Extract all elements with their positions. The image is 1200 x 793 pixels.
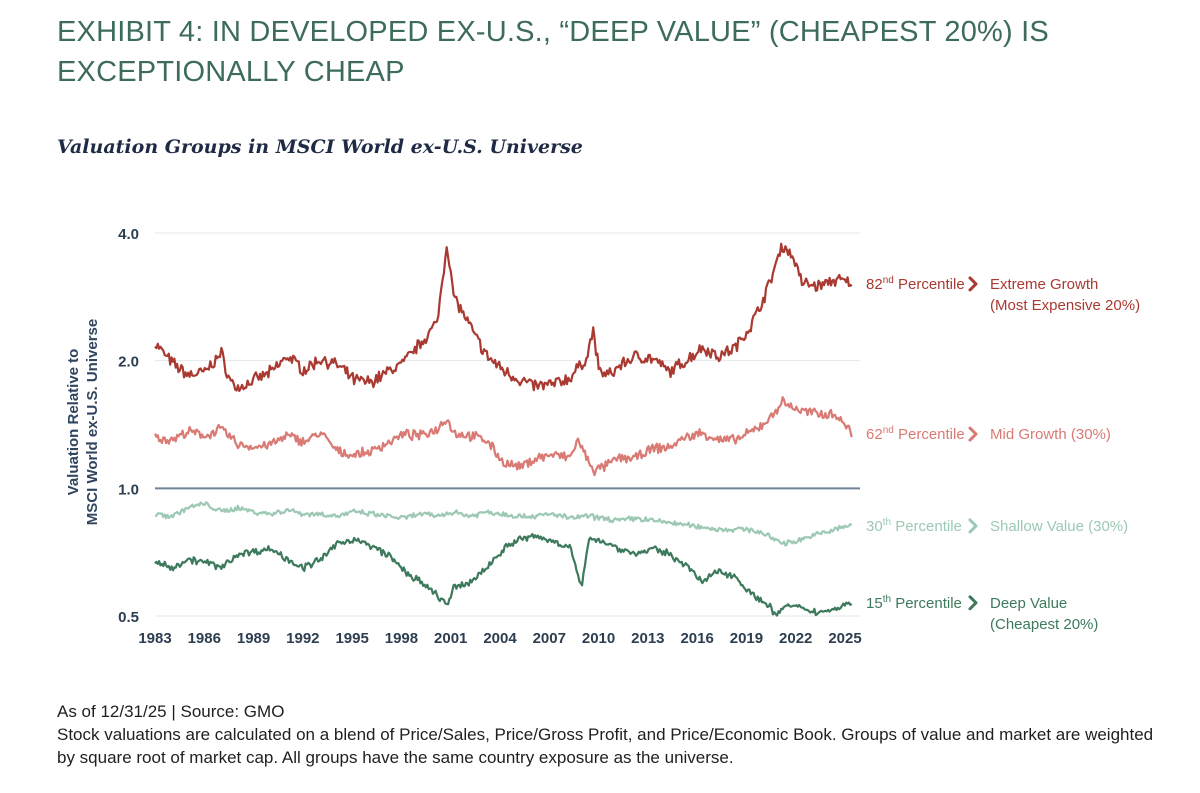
x-tick-label: 2016 bbox=[680, 630, 713, 647]
x-tick-label: 1986 bbox=[188, 630, 221, 647]
x-tick-label: 1998 bbox=[385, 630, 418, 647]
x-tick-label: 1992 bbox=[286, 630, 319, 647]
series-line-deep-value bbox=[154, 533, 853, 617]
x-tick-label: 1995 bbox=[335, 630, 368, 647]
y-tick-label: 2.0 bbox=[118, 354, 139, 371]
source-line: As of 12/31/25 | Source: GMO bbox=[57, 702, 285, 721]
chevron-right-icon bbox=[968, 276, 978, 292]
series-line-extreme-growth bbox=[154, 242, 853, 393]
x-tick-label: 2010 bbox=[582, 630, 615, 647]
x-tick-label: 2025 bbox=[828, 630, 861, 647]
y-tick-label: 1.0 bbox=[118, 481, 139, 498]
percentile-label: 15th Percentile bbox=[866, 594, 962, 612]
x-tick-label: 2019 bbox=[730, 630, 763, 647]
chart-subtitle: Valuation Groups in MSCI World ex-U.S. U… bbox=[57, 136, 583, 158]
chevron-right-icon bbox=[968, 426, 978, 442]
valuation-chart: 4.0 2.0 1.0 0.5 1983 1986 1989 1992 1995 1998 2001… bbox=[65, 226, 1140, 647]
series-label: Shallow Value (30%) bbox=[990, 518, 1128, 535]
series-label: Deep Value bbox=[990, 595, 1067, 612]
y-tick-label: 4.0 bbox=[118, 226, 139, 243]
x-tick-label: 1989 bbox=[237, 630, 270, 647]
series-label: Mid Growth (30%) bbox=[990, 426, 1111, 443]
y-tick-label: 0.5 bbox=[118, 609, 139, 626]
series-label: Extreme Growth bbox=[990, 276, 1098, 293]
methodology-note: Stock valuations are calculated on a ble… bbox=[57, 725, 1154, 767]
y-axis-title-line: MSCI World ex-U.S. Universe bbox=[84, 319, 101, 525]
chevron-right-icon bbox=[968, 595, 978, 611]
percentile-label: 82nd Percentile bbox=[866, 275, 965, 293]
x-tick-label: 2007 bbox=[533, 630, 566, 647]
x-tick-label: 1983 bbox=[138, 630, 171, 647]
chevron-right-icon bbox=[968, 518, 978, 534]
series-label: (Most Expensive 20%) bbox=[990, 297, 1140, 314]
series-label: (Cheapest 20%) bbox=[990, 616, 1098, 633]
exhibit-title: EXHIBIT 4: IN DEVELOPED EX-U.S., “DEEP V… bbox=[57, 16, 1049, 88]
y-axis-title: Valuation Relative to MSCI World ex-U.S. … bbox=[65, 319, 101, 525]
x-tick-label: 2022 bbox=[779, 630, 812, 647]
x-tick-label: 2001 bbox=[434, 630, 467, 647]
footnote: As of 12/31/25 | Source: GMO Stock valua… bbox=[57, 700, 1167, 769]
percentile-label: 30th Percentile bbox=[866, 517, 962, 535]
x-tick-label: 2004 bbox=[483, 630, 517, 647]
y-axis-title-line: Valuation Relative to bbox=[65, 349, 82, 496]
series-line-mid-growth bbox=[153, 396, 853, 477]
x-tick-label: 2013 bbox=[631, 630, 664, 647]
percentile-label: 62nd Percentile bbox=[866, 425, 965, 443]
series-line-shallow-value bbox=[154, 501, 853, 547]
